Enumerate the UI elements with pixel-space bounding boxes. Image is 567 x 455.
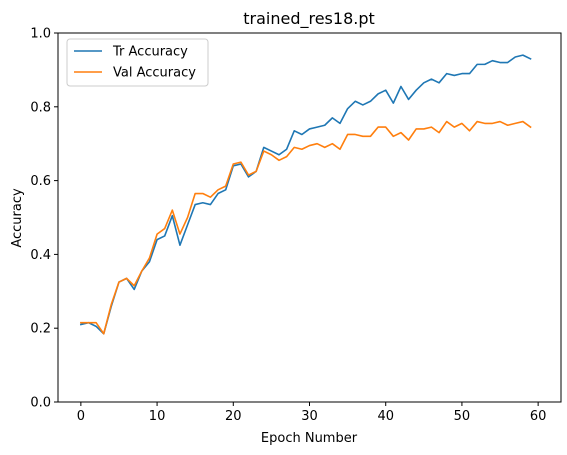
y-tick-label: 0.4 <box>30 248 51 263</box>
legend-label: Val Accuracy <box>113 66 196 81</box>
y-tick-label: 0.8 <box>30 100 51 115</box>
x-tick-label: 50 <box>454 409 471 424</box>
series-lines <box>79 54 532 335</box>
x-tick-label: 0 <box>77 409 85 424</box>
chart-title: trained_res18.pt <box>243 9 375 29</box>
x-axis-ticks: 0 10 20 30 40 50 60 <box>77 402 547 424</box>
y-tick-label: 0.6 <box>30 174 51 189</box>
x-axis-label: Epoch Number <box>261 431 358 446</box>
x-tick-label: 60 <box>530 409 547 424</box>
x-tick-label: 10 <box>149 409 166 424</box>
plot-area: 0 10 20 30 40 50 60 0.0 0.2 0.4 0.6 0.8 1.0 <box>30 27 562 424</box>
y-tick-label: 1.0 <box>30 27 51 42</box>
y-axis-ticks: 0.0 0.2 0.4 0.6 0.8 1.0 <box>30 27 58 411</box>
series-line-val-accuracy <box>80 120 532 335</box>
x-tick-label: 20 <box>225 409 242 424</box>
series-line-tr-accuracy <box>79 54 532 335</box>
y-tick-label: 0.0 <box>30 396 51 411</box>
axes-frame <box>57 32 562 403</box>
y-tick-label: 0.2 <box>30 322 51 337</box>
y-axis-label: Accuracy <box>10 188 25 248</box>
legend-box <box>66 38 209 87</box>
x-tick-label: 30 <box>301 409 318 424</box>
x-tick-label: 40 <box>377 409 394 424</box>
legend: Tr Accuracy Val Accuracy <box>66 38 209 87</box>
legend-label: Tr Accuracy <box>112 45 188 60</box>
